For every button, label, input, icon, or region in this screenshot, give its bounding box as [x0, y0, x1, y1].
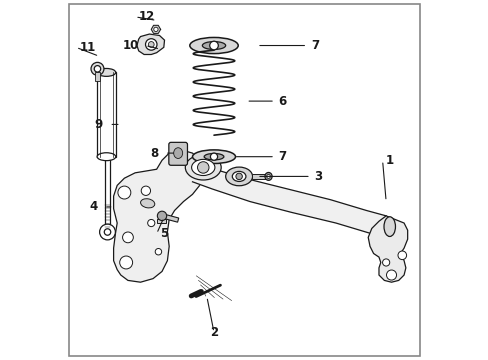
Ellipse shape [191, 159, 214, 176]
Ellipse shape [189, 37, 238, 54]
Circle shape [386, 270, 396, 280]
Polygon shape [113, 149, 203, 282]
Text: 2: 2 [209, 326, 218, 339]
Polygon shape [367, 216, 407, 282]
Text: 11: 11 [80, 41, 96, 54]
Ellipse shape [232, 171, 245, 181]
Bar [251, 174, 265, 179]
Circle shape [157, 211, 166, 221]
Bar [95, 72, 100, 81]
Bar [162, 214, 178, 222]
Ellipse shape [185, 155, 221, 180]
Circle shape [120, 256, 132, 269]
Polygon shape [137, 34, 164, 54]
Text: 3: 3 [314, 170, 322, 183]
Text: 9: 9 [94, 118, 102, 131]
Ellipse shape [225, 167, 252, 186]
Text: 12: 12 [139, 10, 155, 23]
Circle shape [197, 162, 208, 173]
Ellipse shape [383, 217, 395, 237]
Ellipse shape [264, 172, 271, 180]
Text: 7: 7 [278, 150, 286, 163]
Ellipse shape [266, 175, 270, 179]
Ellipse shape [202, 41, 225, 49]
Bar [104, 71, 110, 226]
Ellipse shape [97, 68, 116, 76]
Circle shape [147, 220, 155, 226]
Ellipse shape [203, 153, 224, 160]
Bar [97, 72, 116, 157]
Polygon shape [151, 25, 160, 33]
Circle shape [94, 66, 101, 72]
Circle shape [235, 173, 242, 180]
Text: 8: 8 [150, 147, 158, 159]
Text: 7: 7 [310, 39, 318, 52]
Polygon shape [187, 160, 389, 237]
Circle shape [100, 224, 115, 240]
Circle shape [209, 41, 218, 50]
Ellipse shape [192, 150, 235, 163]
FancyBboxPatch shape [168, 142, 187, 165]
Circle shape [210, 153, 217, 160]
Circle shape [91, 62, 104, 75]
Text: 4: 4 [89, 201, 97, 213]
Text: 10: 10 [122, 39, 139, 52]
Ellipse shape [173, 148, 182, 158]
Text: 1: 1 [386, 154, 393, 167]
Circle shape [397, 251, 406, 260]
Text: 5: 5 [160, 227, 168, 240]
Circle shape [104, 229, 110, 235]
Text: 6: 6 [278, 95, 286, 108]
Ellipse shape [140, 199, 155, 208]
Circle shape [118, 186, 131, 199]
Bar [156, 219, 165, 223]
Circle shape [145, 39, 157, 50]
Circle shape [148, 41, 154, 47]
Circle shape [141, 186, 150, 195]
Circle shape [153, 27, 158, 32]
Circle shape [382, 259, 389, 266]
Ellipse shape [97, 153, 116, 161]
Circle shape [122, 232, 133, 243]
Circle shape [155, 248, 162, 255]
